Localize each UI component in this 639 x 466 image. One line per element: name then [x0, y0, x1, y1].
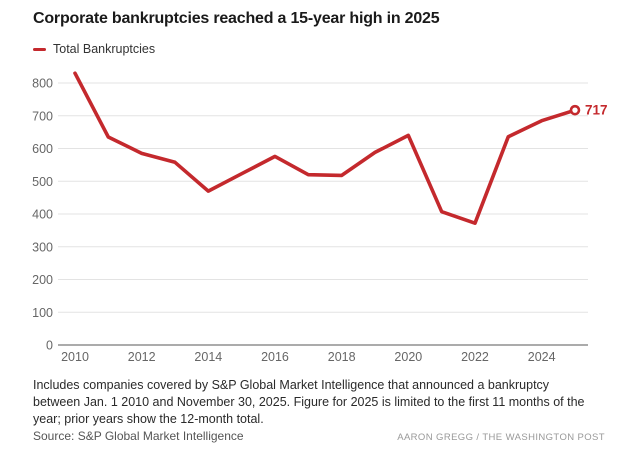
legend-label: Total Bankruptcies — [53, 42, 156, 56]
y-tick-label: 800 — [32, 77, 53, 91]
x-tick-label: 2010 — [61, 350, 89, 364]
series-line-total-bankruptcies — [73, 71, 577, 225]
y-tick-label: 100 — [32, 306, 53, 320]
x-tick-label: 2020 — [394, 350, 422, 364]
y-tick-label: 300 — [32, 240, 53, 254]
end-point-marker-icon — [569, 104, 581, 116]
x-tick-label: 2022 — [461, 350, 489, 364]
end-point-value-label: 717 — [585, 103, 608, 118]
x-tick-label: 2018 — [328, 350, 356, 364]
y-tick-label: 400 — [32, 208, 53, 222]
page-title: Corporate bankruptcies reached a 15-year… — [33, 10, 440, 27]
line-chart-svg: 0 100 200 300 400 500 600 700 800 2010 2012 2014 201… — [32, 71, 608, 364]
line-chart: 0 100 200 300 400 500 600 700 800 2010 2012 2014 201… — [0, 60, 639, 370]
y-tick-label: 500 — [32, 175, 53, 189]
x-tick-label: 2024 — [528, 350, 556, 364]
x-tick-label: 2014 — [194, 350, 222, 364]
legend-line-swatch-icon — [33, 47, 46, 51]
source-text: Source: S&P Global Market Intelligence — [33, 429, 244, 443]
y-tick-label: 0 — [46, 339, 53, 353]
footnote: Includes companies covered by S&P Global… — [33, 378, 585, 426]
y-tick-label: 700 — [32, 109, 53, 123]
x-tick-label: 2012 — [128, 350, 156, 364]
y-tick-label: 600 — [32, 142, 53, 156]
y-tick-label: 200 — [32, 273, 53, 287]
legend: Total Bankruptcies — [33, 42, 155, 56]
credit-text: AARON GREGG / THE WASHINGTON POST — [397, 432, 605, 443]
x-tick-label: 2016 — [261, 350, 289, 364]
source-row: Source: S&P Global Market Intelligence A… — [33, 429, 605, 443]
